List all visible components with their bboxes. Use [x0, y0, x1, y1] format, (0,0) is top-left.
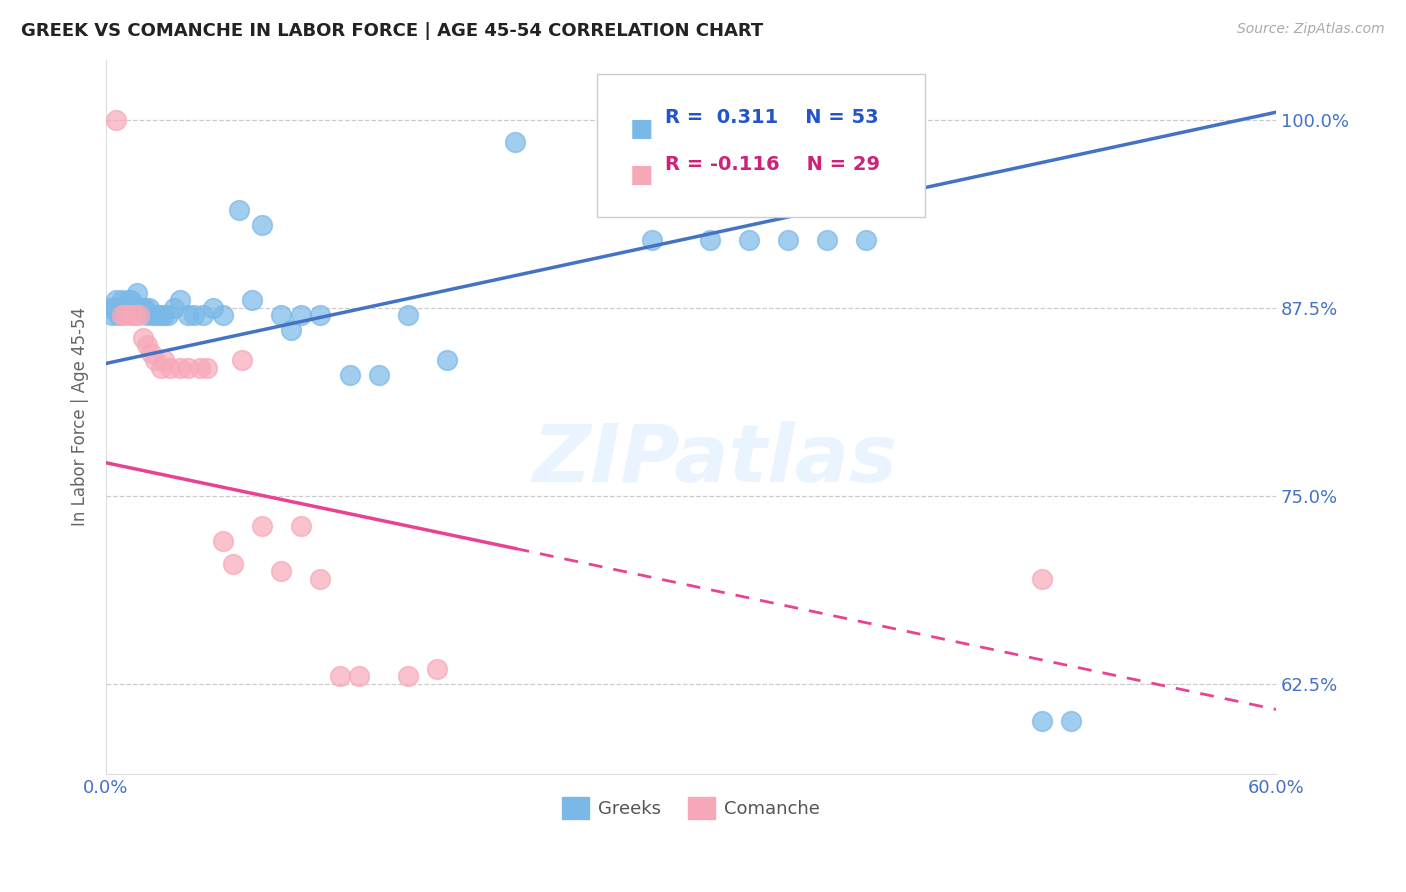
- Point: [177, 309, 200, 323]
- Point: [270, 309, 292, 323]
- Text: Source: ZipAtlas.com: Source: ZipAtlas.com: [1237, 22, 1385, 37]
- Point: [329, 669, 352, 683]
- Point: [149, 361, 172, 376]
- Point: [183, 309, 205, 323]
- Point: [1031, 572, 1053, 586]
- Point: [134, 301, 156, 315]
- Point: [110, 293, 132, 308]
- Point: [114, 301, 136, 315]
- Point: [309, 572, 332, 586]
- Point: [112, 301, 135, 315]
- Point: [153, 309, 176, 323]
- Point: [505, 136, 527, 150]
- Point: [169, 293, 191, 308]
- Text: GREEK VS COMANCHE IN LABOR FORCE | AGE 45-54 CORRELATION CHART: GREEK VS COMANCHE IN LABOR FORCE | AGE 4…: [21, 22, 763, 40]
- Point: [104, 293, 127, 308]
- Point: [149, 309, 172, 323]
- Point: [114, 309, 136, 323]
- Point: [117, 301, 139, 315]
- Point: [290, 519, 312, 533]
- Point: [110, 309, 132, 323]
- Point: [145, 309, 167, 323]
- Point: [250, 218, 273, 232]
- Text: ZIPatlas: ZIPatlas: [531, 421, 897, 499]
- Point: [228, 202, 250, 217]
- Point: [132, 301, 155, 315]
- Point: [108, 301, 131, 315]
- Point: [738, 233, 761, 247]
- Point: [159, 361, 181, 376]
- Point: [212, 309, 235, 323]
- Point: [103, 301, 125, 315]
- Point: [128, 309, 150, 323]
- Point: [163, 301, 186, 315]
- Point: [1031, 714, 1053, 729]
- Point: [396, 669, 419, 683]
- Point: [124, 309, 146, 323]
- Point: [132, 331, 155, 345]
- Point: [280, 323, 302, 337]
- Point: [396, 309, 419, 323]
- Point: [240, 293, 263, 308]
- Point: [120, 309, 142, 323]
- Point: [177, 361, 200, 376]
- Text: R =  0.311    N = 53: R = 0.311 N = 53: [665, 108, 879, 128]
- Point: [122, 301, 145, 315]
- Point: [195, 361, 218, 376]
- Point: [98, 301, 121, 315]
- Point: [290, 309, 312, 323]
- Text: R = -0.116    N = 29: R = -0.116 N = 29: [665, 154, 880, 174]
- Point: [107, 309, 129, 323]
- Point: [169, 361, 191, 376]
- Point: [104, 112, 127, 127]
- Y-axis label: In Labor Force | Age 45-54: In Labor Force | Age 45-54: [72, 308, 89, 526]
- Point: [368, 368, 391, 383]
- Point: [1060, 714, 1083, 729]
- Point: [138, 301, 160, 315]
- Point: [157, 309, 180, 323]
- Point: [426, 662, 449, 676]
- Point: [128, 301, 150, 315]
- Point: [855, 233, 877, 247]
- Point: [188, 361, 211, 376]
- Point: [641, 233, 664, 247]
- Point: [309, 309, 332, 323]
- Point: [231, 353, 253, 368]
- Point: [127, 285, 149, 300]
- Point: [139, 346, 162, 360]
- Point: [124, 301, 146, 315]
- Point: [118, 293, 141, 308]
- Point: [120, 293, 142, 308]
- Text: ■: ■: [630, 163, 654, 187]
- Point: [699, 233, 721, 247]
- Point: [270, 564, 292, 578]
- Point: [135, 338, 157, 352]
- Point: [135, 309, 157, 323]
- Point: [129, 301, 152, 315]
- Point: [100, 309, 122, 323]
- Point: [212, 533, 235, 548]
- Point: [221, 557, 243, 571]
- Point: [349, 669, 371, 683]
- Point: [202, 301, 225, 315]
- Legend: Greeks, Comanche: Greeks, Comanche: [554, 789, 827, 826]
- Text: ■: ■: [630, 117, 654, 141]
- Point: [153, 353, 176, 368]
- Point: [193, 309, 215, 323]
- Point: [250, 519, 273, 533]
- Point: [142, 309, 165, 323]
- Point: [817, 233, 839, 247]
- Point: [143, 353, 166, 368]
- Point: [339, 368, 361, 383]
- Point: [778, 233, 800, 247]
- FancyBboxPatch shape: [598, 74, 925, 217]
- Point: [436, 353, 458, 368]
